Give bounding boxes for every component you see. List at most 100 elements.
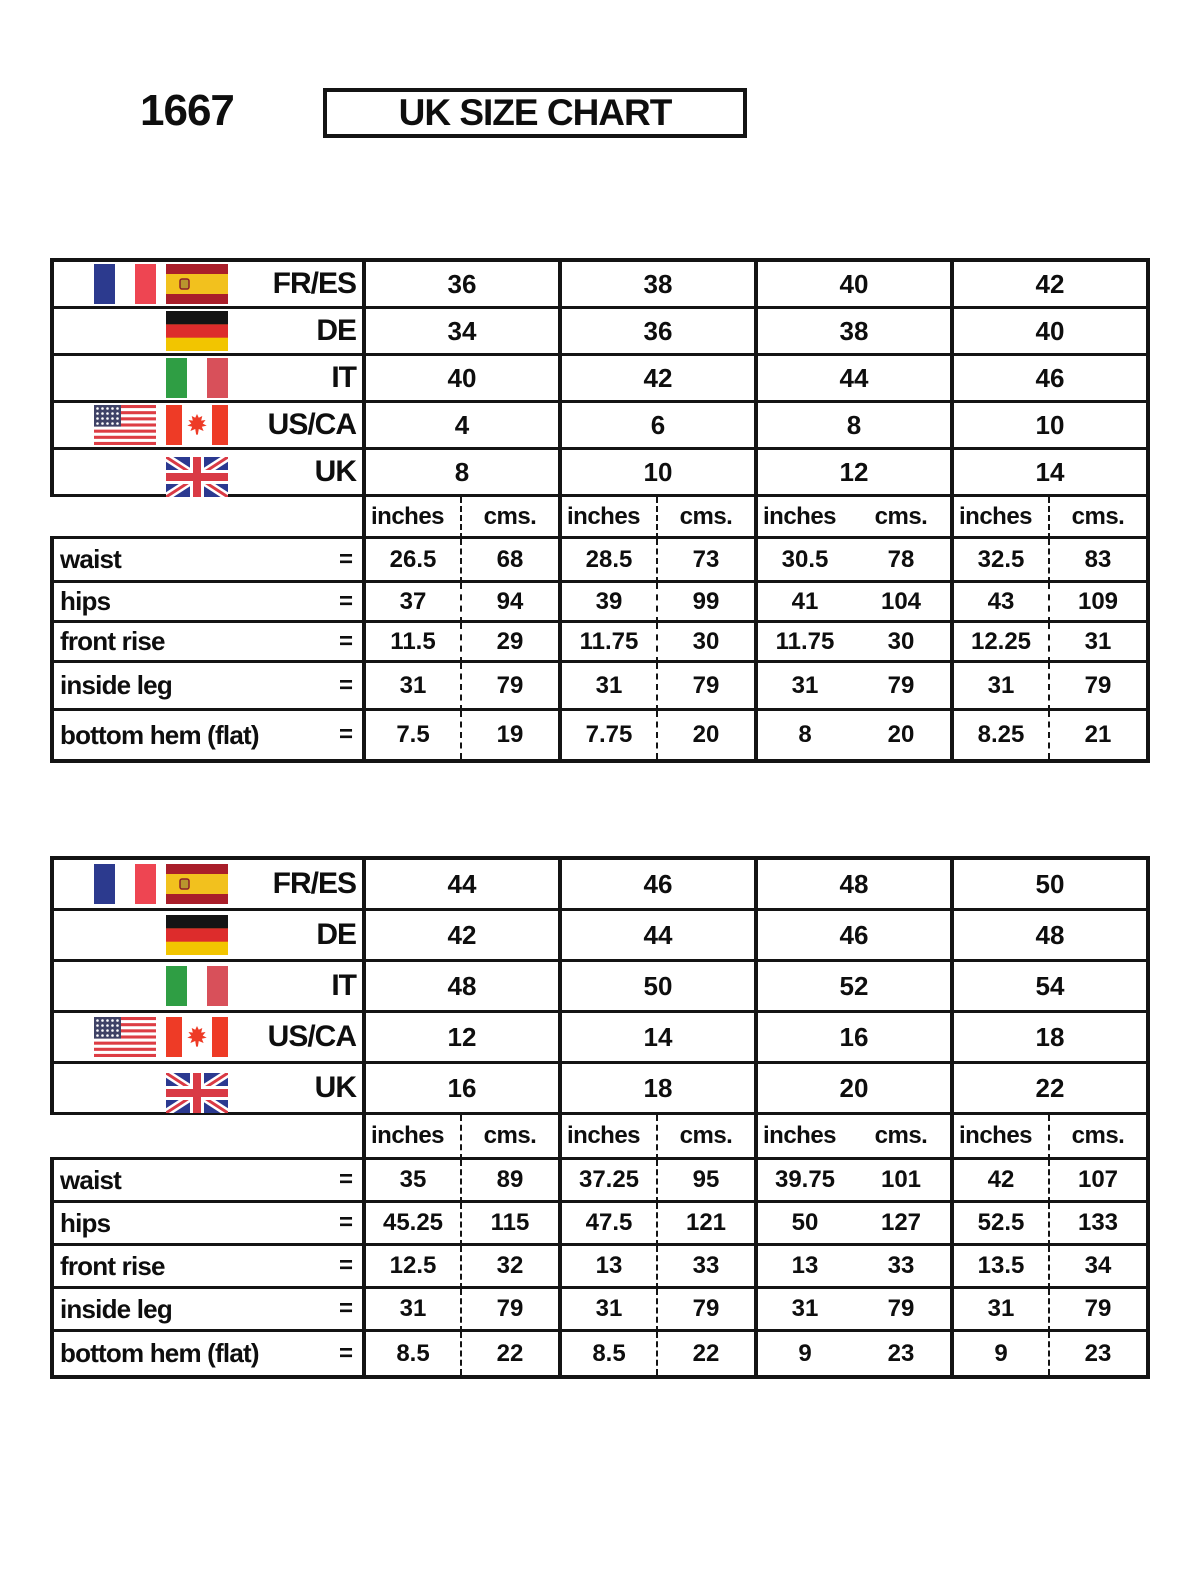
- size-value-cell: 14: [950, 450, 1146, 497]
- value-cms-cell-text: 78: [887, 545, 915, 573]
- region-label: FR/ES: [272, 867, 357, 900]
- value-inches-cell: 35: [362, 1160, 460, 1203]
- measurement-label-cell: bottom hem (flat) =: [50, 711, 362, 759]
- value-cms-cell: 121: [656, 1203, 754, 1246]
- flag-slot-right: [166, 864, 228, 904]
- value-cms-cell: 79: [656, 1289, 754, 1332]
- value-cms-cell-text: 33: [692, 1252, 720, 1279]
- value-cms-cell: 83: [1048, 539, 1146, 583]
- size-value-cell-text: 20: [839, 1072, 869, 1103]
- value-inches-cell: 47.5: [558, 1203, 656, 1246]
- size-value-cell: 42: [950, 262, 1146, 309]
- size-value-cell-text: 10: [643, 456, 673, 487]
- size-value-cell-text: 52: [839, 970, 869, 1001]
- value-inches-cell: 9: [754, 1332, 852, 1375]
- value-inches-cell: 42: [950, 1160, 1048, 1203]
- measurement-label-cell-text: hips: [60, 1207, 111, 1238]
- value-inches-cell: 31: [362, 663, 460, 711]
- size-value-cell: 34: [362, 309, 558, 356]
- region-label: IT: [331, 361, 357, 394]
- flag-slot-left: [94, 264, 156, 304]
- size-value-cell: 36: [362, 262, 558, 309]
- value-inches-cell-text: 31: [987, 1295, 1015, 1322]
- size-value-cell: 10: [950, 403, 1146, 450]
- value-inches-cell: 37.25: [558, 1160, 656, 1203]
- unit-cms-label: cms.: [460, 1115, 558, 1160]
- size-value-cell-text: 12: [839, 456, 869, 487]
- size-value-cell: 42: [362, 911, 558, 962]
- value-cms-cell: 31: [1048, 623, 1146, 663]
- value-inches-cell: 11.5: [362, 623, 460, 663]
- value-cms-cell: 19: [460, 711, 558, 759]
- value-cms-cell: 73: [656, 539, 754, 583]
- value-inches-cell-text: 26.5: [389, 545, 437, 573]
- size-value-cell-text: 50: [643, 970, 673, 1001]
- value-inches-cell: 8: [754, 711, 852, 759]
- value-cms-cell: 79: [1048, 663, 1146, 711]
- size-value-cell-text: 14: [1035, 456, 1065, 487]
- style-code: 1667: [140, 86, 235, 135]
- region-label-cell: DE: [50, 911, 362, 962]
- value-inches-cell-text: 43: [987, 587, 1015, 615]
- size-value-cell-text: 48: [1035, 919, 1065, 950]
- measurement-label-cell-text: waist: [60, 544, 122, 574]
- size-value-cell: 10: [558, 450, 754, 497]
- size-value-cell: 50: [558, 962, 754, 1013]
- value-cms-cell-text: 99: [692, 587, 720, 615]
- value-cms-cell: 107: [1048, 1160, 1146, 1203]
- size-value-cell: 18: [950, 1013, 1146, 1064]
- value-cms-cell-text: 79: [692, 1295, 720, 1322]
- region-label-cell: DE: [50, 309, 362, 356]
- region-label-cell: US/CA: [50, 1013, 362, 1064]
- value-inches-cell: 13: [754, 1246, 852, 1289]
- flag-spain-icon: [166, 264, 228, 304]
- value-inches-cell-text: 28.5: [585, 545, 633, 573]
- size-value-cell: 40: [362, 356, 558, 403]
- unit-inches-label-text: inches: [763, 502, 837, 530]
- value-inches-cell-text: 11.5: [390, 627, 436, 655]
- region-label: US/CA: [267, 408, 357, 441]
- value-inches-cell-text: 12.25: [970, 627, 1032, 655]
- measurement-label-cell: waist =: [50, 1160, 362, 1203]
- unit-cms-label: cms.: [852, 497, 950, 539]
- value-cms-cell-text: 21: [1084, 721, 1112, 748]
- value-cms-cell-text: 127: [880, 1209, 922, 1236]
- value-inches-cell: 50: [754, 1203, 852, 1246]
- value-cms-cell-text: 22: [692, 1339, 720, 1367]
- size-value-cell-text: 46: [839, 919, 869, 950]
- title-box: UK SIZE CHART: [323, 88, 747, 138]
- value-inches-cell: 41: [754, 583, 852, 623]
- value-inches-cell: 31: [362, 1289, 460, 1332]
- size-value-cell-text: 38: [643, 268, 673, 299]
- region-label-cell: FR/ES: [50, 262, 362, 309]
- region-label-cell: IT: [50, 962, 362, 1013]
- value-cms-cell: 133: [1048, 1203, 1146, 1246]
- value-cms-cell-text: 19: [496, 721, 524, 748]
- value-inches-cell: 31: [950, 1289, 1048, 1332]
- flag-spain-icon: [166, 864, 228, 904]
- value-inches-cell: 11.75: [754, 623, 852, 663]
- flag-germany-icon: [166, 915, 228, 955]
- value-cms-cell: 79: [852, 663, 950, 711]
- unit-cms-label-text: cms.: [874, 1122, 928, 1149]
- value-inches-cell-text: 39: [595, 587, 623, 615]
- value-inches-cell-text: 31: [595, 671, 623, 699]
- flag-slot-left: [94, 452, 156, 492]
- value-inches-cell-text: 32.5: [977, 545, 1025, 573]
- value-inches-cell: 13.5: [950, 1246, 1048, 1289]
- value-cms-cell-text: 20: [887, 721, 915, 748]
- value-inches-cell: 12.5: [362, 1246, 460, 1289]
- equals-sign: =: [338, 1252, 353, 1279]
- size-value-cell: 4: [362, 403, 558, 450]
- value-cms-cell-text: 79: [692, 671, 720, 699]
- unit-cms-label-text: cms.: [483, 1122, 537, 1149]
- value-cms-cell-text: 23: [887, 1339, 915, 1367]
- value-cms-cell: 20: [852, 711, 950, 759]
- size-value-cell: 12: [754, 450, 950, 497]
- flag-italy-icon: [166, 966, 228, 1006]
- value-cms-cell-text: 109: [1077, 587, 1119, 615]
- value-inches-cell: 28.5: [558, 539, 656, 583]
- value-inches-cell-text: 50: [791, 1209, 819, 1236]
- value-inches-cell-text: 30.5: [781, 545, 829, 573]
- flag-slot-right: [166, 915, 228, 955]
